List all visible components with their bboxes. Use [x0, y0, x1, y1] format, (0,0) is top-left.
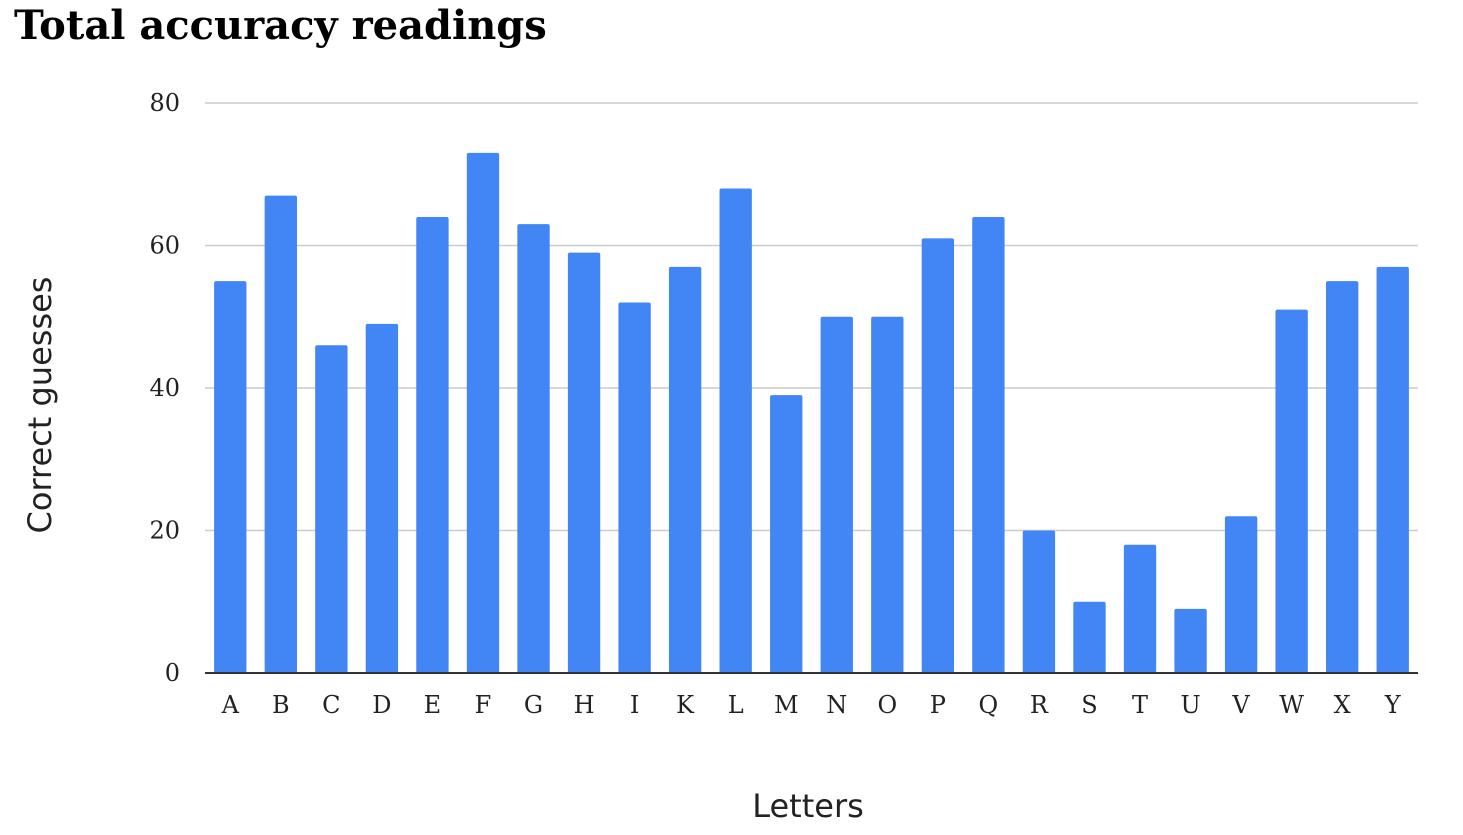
- bar-H: [567, 252, 601, 673]
- y-tick-label: 60: [149, 232, 180, 260]
- x-tick-label-K: K: [676, 691, 695, 719]
- bar-Q: [972, 217, 1005, 673]
- x-tick-label-E: E: [424, 691, 442, 719]
- x-tick-label-O: O: [877, 691, 897, 719]
- bar-B: [264, 195, 297, 673]
- bar-Y: [1376, 266, 1409, 673]
- bar-S: [1073, 601, 1106, 673]
- x-tick-label-L: L: [728, 691, 744, 719]
- x-tick-label-N: N: [826, 691, 847, 719]
- x-tick-label-P: P: [930, 691, 946, 719]
- bar-E: [416, 217, 449, 673]
- y-tick-label: 80: [149, 89, 180, 117]
- bar-P: [921, 238, 955, 673]
- bar-O: [871, 316, 904, 673]
- x-tick-label-T: T: [1132, 691, 1148, 719]
- y-tick-label: 40: [149, 374, 180, 402]
- x-tick-label-X: X: [1334, 691, 1351, 719]
- y-tick-label: 20: [149, 517, 180, 545]
- x-tick-label-D: D: [372, 691, 391, 719]
- x-tick-label-F: F: [475, 691, 492, 719]
- x-tick-label-H: H: [574, 691, 595, 719]
- x-tick-label-Y: Y: [1384, 691, 1402, 719]
- bar-W: [1275, 309, 1308, 673]
- x-tick-label-I: I: [630, 691, 639, 719]
- chart-title: Total accuracy readings: [14, 2, 547, 49]
- bar-V: [1224, 516, 1258, 673]
- bar-N: [820, 316, 853, 673]
- bar-C: [315, 345, 348, 673]
- bar-M: [770, 395, 803, 673]
- bars: [214, 152, 1409, 673]
- x-tick-label-G: G: [524, 691, 543, 719]
- bar-A: [214, 281, 247, 673]
- x-tick-label-S: S: [1081, 691, 1097, 719]
- bar-T: [1123, 544, 1157, 673]
- x-tick-label-V: V: [1231, 691, 1250, 719]
- gridlines: [205, 102, 1418, 532]
- y-tick-label: 0: [165, 659, 180, 687]
- x-tick-label-C: C: [322, 691, 340, 719]
- x-tick-label-B: B: [272, 691, 290, 719]
- bar-R: [1022, 530, 1056, 673]
- bar-X: [1326, 281, 1359, 673]
- x-tick-label-A: A: [221, 691, 240, 719]
- bar-U: [1174, 608, 1207, 673]
- x-tick-label-M: M: [774, 691, 799, 719]
- bar-D: [365, 323, 399, 673]
- x-axis-title: Letters: [752, 787, 864, 825]
- x-tick-label-Q: Q: [979, 691, 999, 719]
- bar-G: [517, 224, 550, 673]
- x-tick-label-U: U: [1180, 691, 1200, 719]
- y-axis-title: Correct guesses: [21, 277, 59, 534]
- x-tick-label-W: W: [1279, 691, 1304, 719]
- bar-K: [668, 266, 702, 673]
- bar-I: [618, 302, 651, 673]
- bar-F: [466, 152, 500, 673]
- x-tick-label-R: R: [1030, 691, 1049, 719]
- bar-L: [719, 188, 752, 673]
- y-tick-labels: 0 20 40 60 80: [149, 89, 180, 687]
